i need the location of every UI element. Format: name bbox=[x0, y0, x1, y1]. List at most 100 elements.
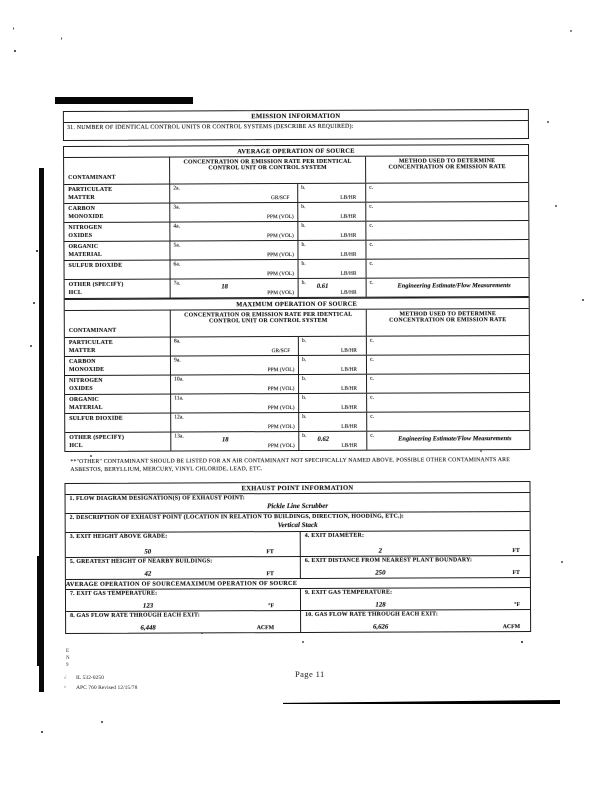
col-header-method: METHOD USED TO DETERMINE CONCENTRATION O… bbox=[388, 158, 506, 171]
cell-value bbox=[379, 221, 528, 240]
cell-label: b. bbox=[301, 337, 307, 344]
cell-label: b. bbox=[301, 260, 306, 267]
avg-table-column-headers: CONTAMINANT CONCENTRATION OR EMISSION RA… bbox=[64, 155, 529, 186]
cell-value bbox=[183, 184, 265, 202]
cell-label: 12a. bbox=[174, 414, 184, 421]
table-row: SULFUR DIOXIDE 6a. PPM (VOL) b. LB/HR c. bbox=[64, 258, 529, 281]
cell-value bbox=[380, 336, 529, 355]
field-2-description: 2. DESCRIPTION OF EXHAUST POINT (LOCATIO… bbox=[65, 511, 530, 534]
rate-cell: b. LB/HR bbox=[298, 259, 367, 278]
scan-noise-speckles bbox=[0, 0, 2, 2]
contaminant-cell: SULFUR DIOXIDE bbox=[64, 260, 171, 280]
field-unit: FT bbox=[266, 549, 274, 556]
cell-value: 18 bbox=[221, 283, 228, 291]
cell-unit: PPM (VOL) bbox=[267, 367, 295, 374]
field-1-flow-diagram: 1. FLOW DIAGRAM DESIGNATION(S) OF EXHAUS… bbox=[65, 492, 530, 515]
fields-3-4-row: 3. EXIT HEIGHT ABOVE GRADE: 50 FT 4. EXI… bbox=[65, 530, 530, 559]
field-label: 8. GAS FLOW RATE THROUGH EACH EXIT: bbox=[70, 612, 200, 619]
method-cell: c. bbox=[367, 355, 529, 374]
fields-8-10-row: 8. GAS FLOW RATE THROUGH EACH EXIT: 6,44… bbox=[66, 609, 531, 633]
contaminant-cell: ORGANIC MATERIAL bbox=[65, 394, 172, 414]
cell-unit: PPM (VOL) bbox=[267, 290, 295, 297]
cell-value bbox=[380, 412, 529, 431]
rate-cell: b. LB/HR bbox=[298, 336, 367, 355]
cell-label: b. bbox=[302, 375, 307, 382]
col-header-contaminant: CONTAMINANT bbox=[64, 157, 171, 185]
cell-label: b. bbox=[301, 356, 307, 363]
scan-artifact-left-bar-thick bbox=[37, 556, 44, 666]
field-unit: FT bbox=[266, 571, 274, 578]
cell-unit: LB/HR bbox=[341, 423, 358, 430]
cell-label: 13a. bbox=[174, 433, 184, 440]
table-row: NITROGEN OXIDES 10a. PPM (VOL) b. LB/HR c. bbox=[65, 373, 530, 396]
field-value: 6,626 bbox=[372, 623, 389, 631]
cell-label: b. bbox=[302, 394, 307, 401]
rate-cell: b. 0.62 LB/HR bbox=[299, 431, 368, 450]
field-label: 7. EXIT GAS TEMPERATURE: bbox=[69, 590, 158, 597]
footer-form-id: IL 532-0250 bbox=[76, 675, 104, 681]
cell-value bbox=[380, 393, 529, 412]
cell-unit: PPM (VOL) bbox=[267, 252, 294, 259]
cell-label: 8a. bbox=[173, 338, 181, 345]
scan-artifact-top-bar bbox=[55, 97, 193, 104]
table-row-hcl: OTHER (SPECIFY) HCL 7a. 18 PPM (VOL) b. 0.6… bbox=[64, 277, 529, 300]
field-4-exit-diameter: 4. EXIT DIAMETER: 2 FT bbox=[299, 530, 530, 556]
cell-label: 5a. bbox=[173, 242, 181, 249]
scan-mark: ›̇ › bbox=[64, 675, 66, 690]
exhaust-point-box: EXHAUST POINT INFORMATION 1. FLOW DIAGRA… bbox=[64, 480, 532, 635]
contaminant-cell: CARBON MONOXIDE bbox=[64, 203, 171, 223]
field-unit: FT bbox=[512, 570, 520, 577]
form-page: EMISSION INFORMATION 31. NUMBER OF IDENT… bbox=[62, 108, 532, 635]
concentration-cell: 7a. 18 PPM (VOL) bbox=[170, 278, 299, 298]
cell-unit: LB/HR bbox=[340, 347, 357, 354]
scan-artifact-left-bar bbox=[39, 168, 44, 692]
contaminant-cell: PARTICULATE MATTER bbox=[64, 337, 171, 357]
contaminant-tables-box: AVERAGE OPERATION OF SOURCE CONTAMINANT … bbox=[63, 143, 531, 453]
field-unit: ACFM bbox=[502, 624, 521, 631]
cell-label: 4a. bbox=[173, 223, 181, 230]
field-value: 2 bbox=[378, 547, 383, 555]
field-label: 10. GAS FLOW RATE THROUGH EACH EXIT: bbox=[305, 611, 439, 618]
field-unit: FT bbox=[512, 548, 520, 555]
cell-unit: PPM (VOL) bbox=[266, 214, 294, 221]
cell-value bbox=[184, 394, 266, 412]
cell-value bbox=[379, 183, 528, 202]
concentration-cell: 6a. PPM (VOL) bbox=[170, 259, 299, 279]
method-cell: c. bbox=[367, 374, 529, 393]
method-cell: c. bbox=[366, 240, 528, 259]
cell-value bbox=[380, 259, 529, 278]
scan-mark: ’ bbox=[60, 36, 63, 46]
table-row: NITROGEN OXIDES 4a. PPM (VOL) b. LB/HR c. bbox=[64, 220, 529, 243]
rate-cell: b. LB/HR bbox=[299, 393, 368, 412]
cell-value: 18 bbox=[221, 436, 229, 444]
cell-value: Engineering Estimate/Flow Measurements bbox=[398, 435, 512, 443]
cell-label: c. bbox=[369, 279, 374, 286]
cell-value bbox=[183, 203, 265, 221]
cell-value bbox=[184, 337, 266, 355]
cell-value bbox=[183, 222, 265, 240]
field-31-identical-control-units: 31. NUMBER OF IDENTICAL CONTROL UNITS OR… bbox=[66, 123, 354, 132]
concentration-cell: 2a. GR/SCF bbox=[170, 183, 299, 203]
field-value: 128 bbox=[375, 601, 386, 609]
cell-unit: LB/HR bbox=[341, 385, 358, 392]
avg-operation-subheader: AVERAGE OPERATION OF SOURCE bbox=[65, 580, 180, 589]
cell-value bbox=[311, 184, 333, 202]
cell-label: c. bbox=[369, 337, 374, 344]
cell-label: 7a. bbox=[173, 280, 181, 287]
method-cell: c. bbox=[366, 202, 528, 221]
rate-cell: b. LB/HR bbox=[298, 240, 367, 259]
contaminant-cell: SULFUR DIOXIDE bbox=[65, 413, 172, 433]
contaminant-cell: PARTICULATE MATTER bbox=[64, 184, 171, 204]
cell-unit: LB/HR bbox=[340, 232, 357, 239]
cell-value bbox=[380, 374, 529, 393]
scan-margin-marks: E N 9 bbox=[66, 649, 70, 668]
scan-mark: ’ bbox=[12, 26, 15, 36]
table-row: ORGANIC MATERIAL 11a. PPM (VOL) b. LB/HR c… bbox=[65, 392, 530, 415]
cell-label: c. bbox=[369, 260, 374, 267]
field-unit: ACFM bbox=[256, 625, 275, 632]
cell-value bbox=[312, 356, 334, 374]
cell-unit: PPM (VOL) bbox=[267, 405, 295, 412]
concentration-cell: 4a. PPM (VOL) bbox=[170, 221, 299, 241]
cell-unit: LB/HR bbox=[341, 366, 357, 373]
field-label: 5. GREATEST HEIGHT OF NEARBY BUILDINGS: bbox=[69, 558, 213, 565]
